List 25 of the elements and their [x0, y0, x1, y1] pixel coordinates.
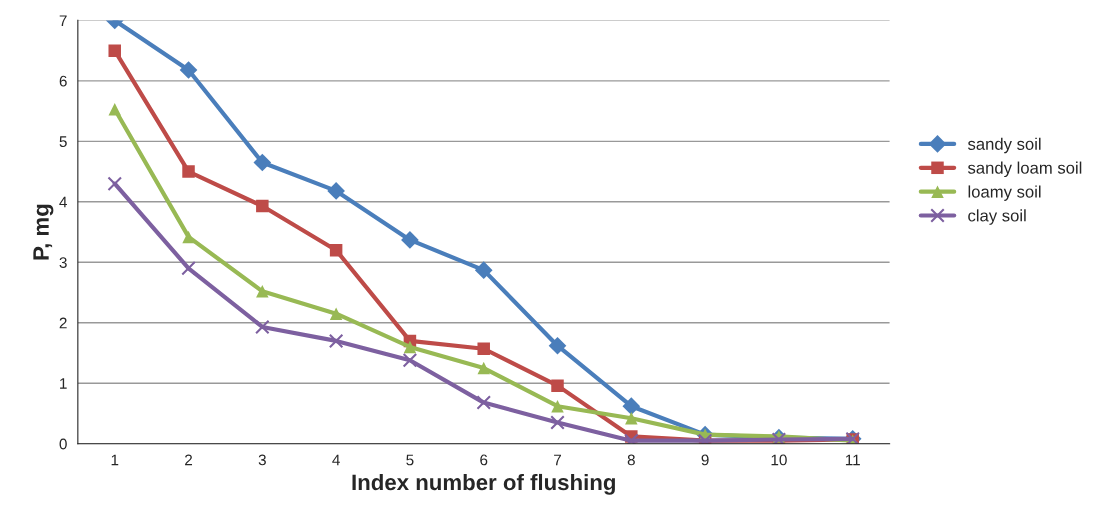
y-tick-label: 2: [59, 317, 67, 329]
x-tick-label: 3: [258, 454, 266, 466]
x-tick-label: 10: [771, 454, 787, 466]
x-tick-label: 6: [480, 454, 488, 466]
legend-label: sandy loam soil: [967, 161, 1082, 178]
y-tick-label: 3: [59, 257, 67, 268]
x-tick-label: 4: [332, 454, 340, 466]
y-tick-label: 7: [59, 15, 67, 26]
x-axis-title: Index number of flushing: [352, 473, 615, 495]
y-tick-label: 6: [59, 75, 67, 87]
y-tick-label: 0: [59, 438, 67, 450]
x-tick-label: 11: [845, 454, 860, 466]
y-tick-label: 4: [59, 196, 67, 208]
y-tick-label: 1: [60, 378, 67, 389]
x-tick-label: 8: [627, 454, 635, 466]
legend-label: loamy soil: [968, 185, 1041, 201]
y-axis-title: P, mg: [33, 204, 54, 260]
x-tick-label: 7: [554, 454, 561, 466]
legend-label: clay soil: [968, 209, 1026, 225]
x-tick-label: 5: [406, 454, 414, 466]
y-tick-label: 5: [59, 136, 67, 148]
x-tick-label: 2: [185, 454, 193, 466]
legend-label: sandy soil: [967, 137, 1041, 154]
x-tick-label: 9: [701, 454, 709, 466]
x-tick-label: 1: [111, 454, 119, 466]
